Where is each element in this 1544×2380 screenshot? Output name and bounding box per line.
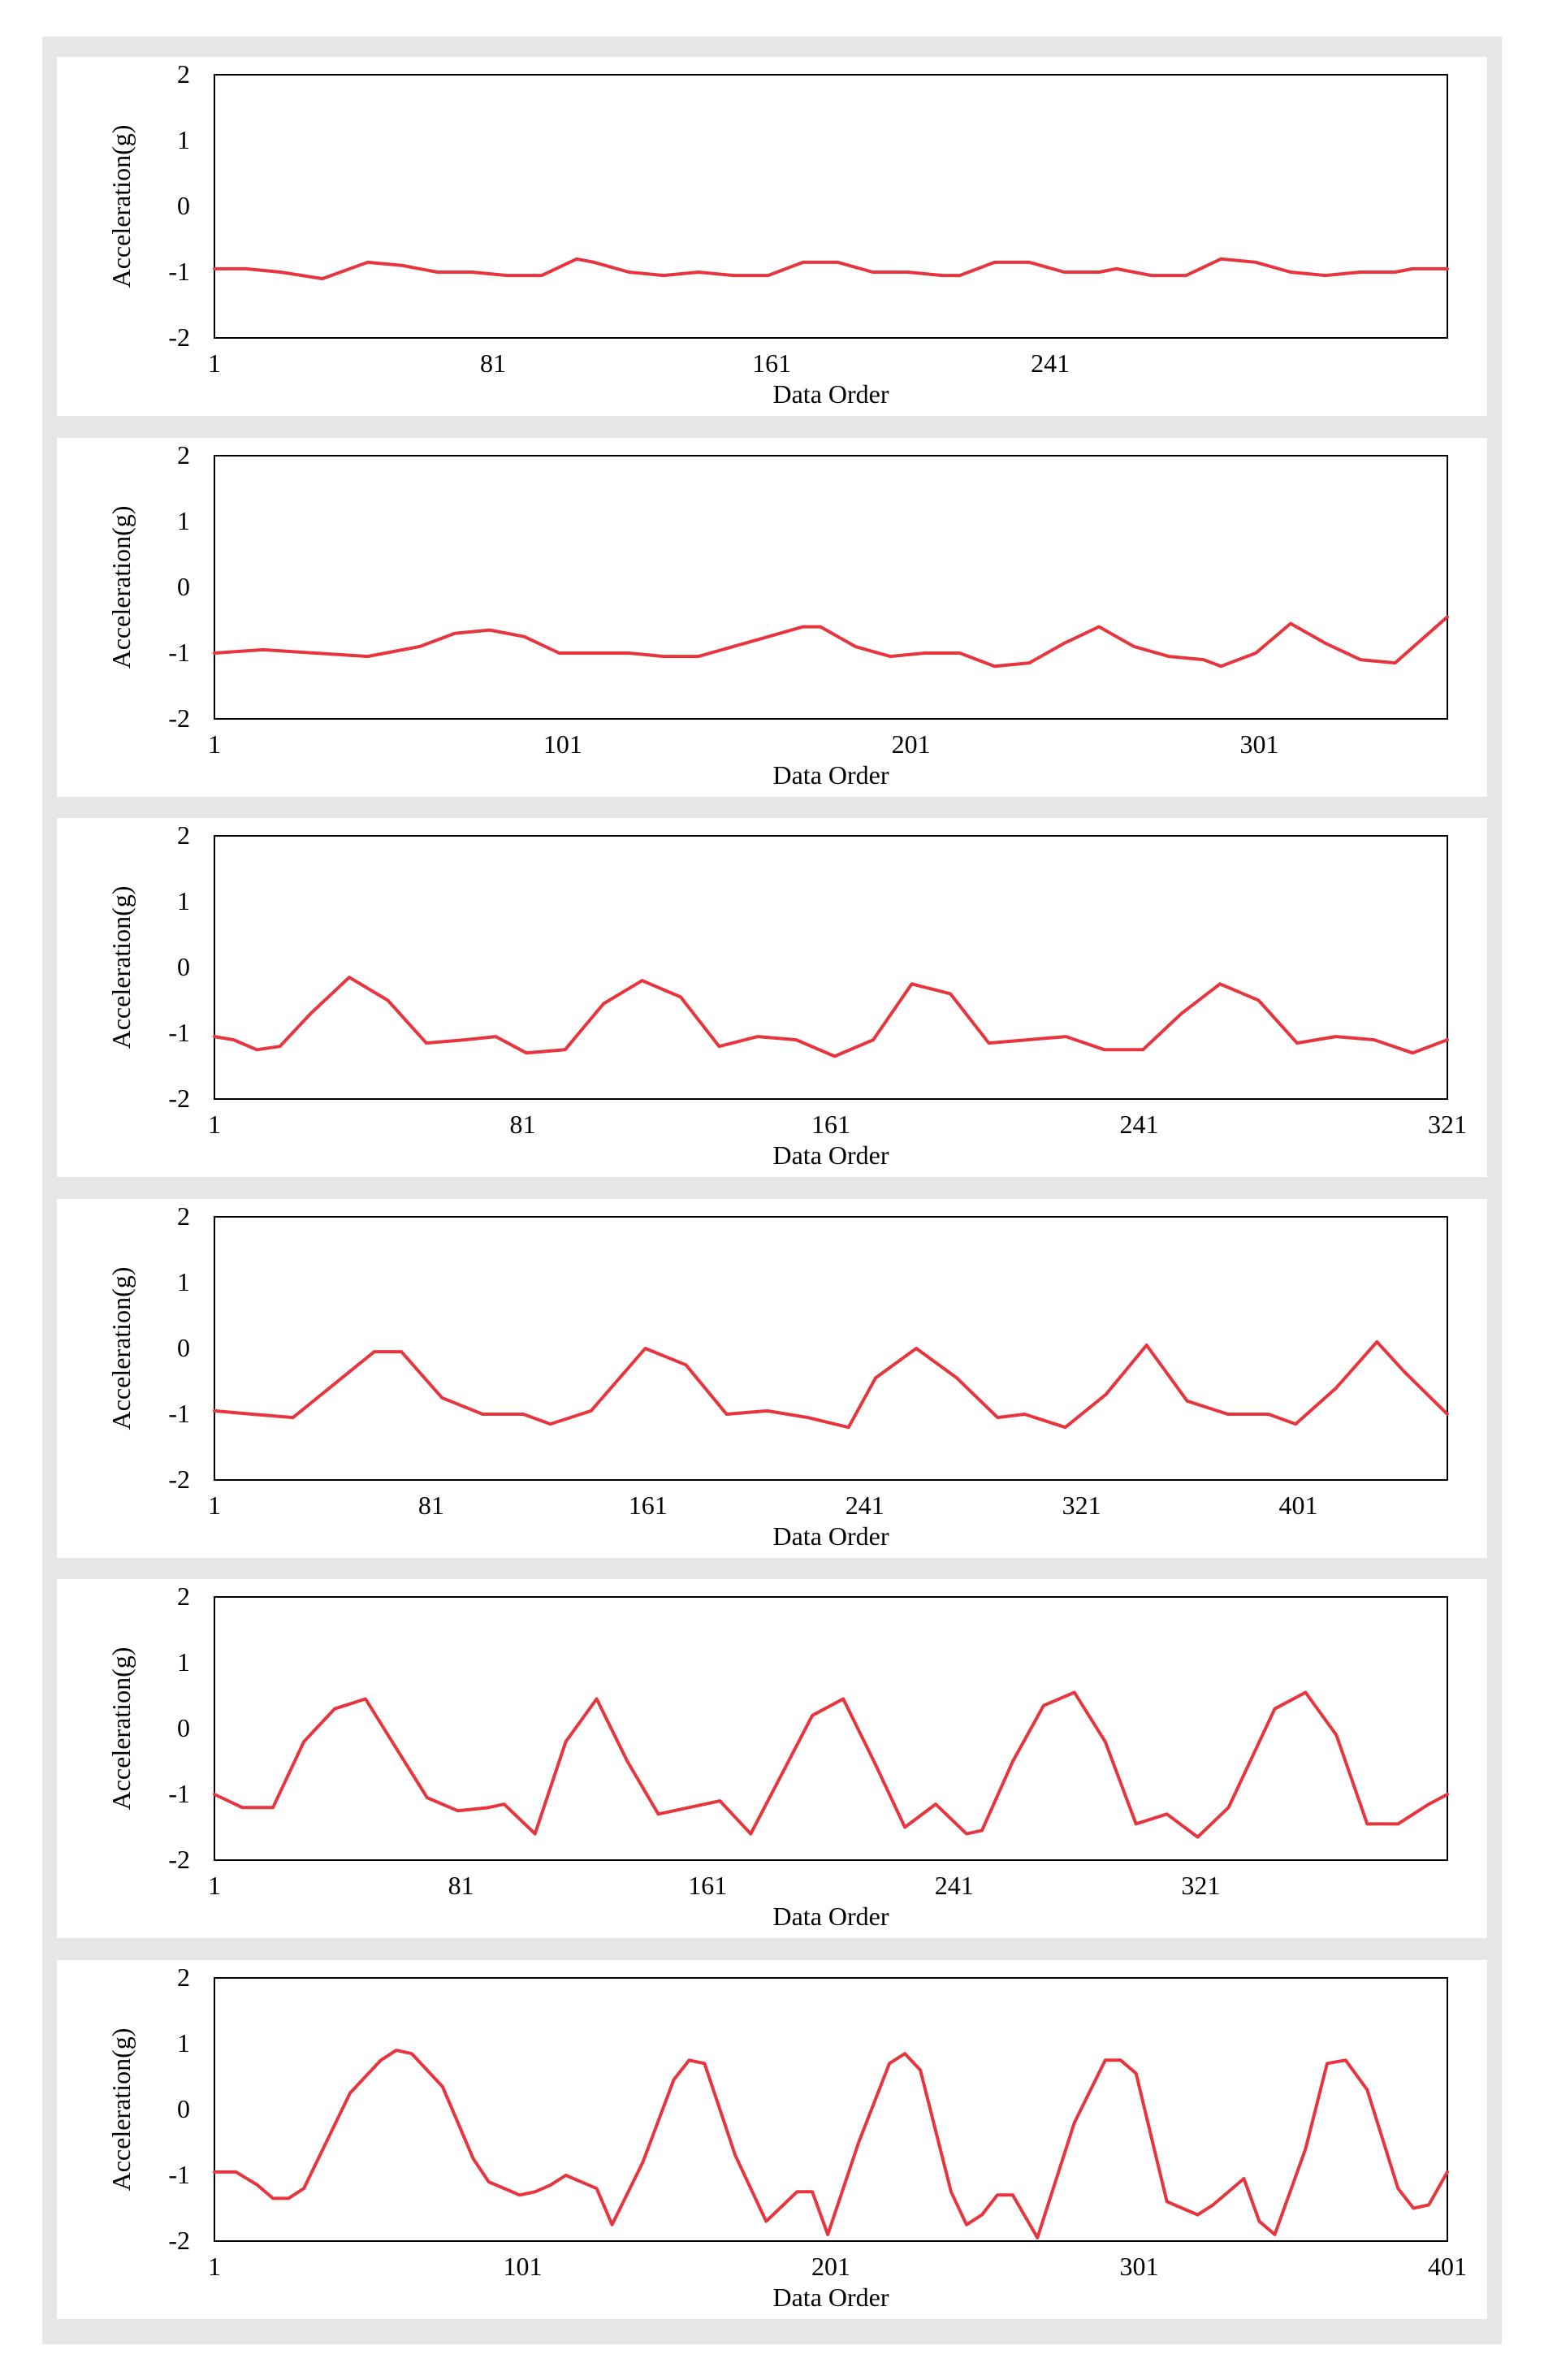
y-tick-label: 1 bbox=[177, 2028, 190, 2058]
y-tick-label: -1 bbox=[168, 257, 190, 286]
plot-area bbox=[214, 1977, 1448, 2242]
y-tick-label: 1 bbox=[177, 886, 190, 915]
chart-panel-2: 2 1 0 -1 -2 1 101 201 301 Data Order Acceleration(… bbox=[57, 438, 1487, 797]
chart-4: 2 1 0 -1 -2 1 81 161 241 321 401 Data Order Accelera… bbox=[106, 1201, 1449, 1551]
plot-area bbox=[214, 835, 1448, 1100]
x-tick-label: 161 bbox=[811, 1110, 850, 1139]
y-tick-label: -1 bbox=[168, 1018, 190, 1047]
x-tick-label: 81 bbox=[480, 348, 506, 378]
acceleration-series-line bbox=[213, 1339, 1449, 1430]
chart-1: 2 1 0 -1 -2 1 81 161 241 Data Order Acceleration(g… bbox=[106, 59, 1449, 409]
x-axis-title: Data Order bbox=[772, 1902, 889, 1931]
y-axis-title: Acceleration(g) bbox=[106, 886, 136, 1049]
y-tick-label: 0 bbox=[177, 1333, 190, 1362]
chart-panel-6: 2 1 0 -1 -2 1 101 201 301 401 Data Order Accelerati… bbox=[57, 1960, 1487, 2319]
x-axis-title: Data Order bbox=[772, 1521, 889, 1551]
x-tick-label: 161 bbox=[688, 1871, 727, 1900]
y-tick-label: -2 bbox=[168, 322, 190, 352]
x-tick-label: 321 bbox=[1428, 1110, 1467, 1139]
y-tick-label: -1 bbox=[168, 638, 190, 667]
x-tick-label: 401 bbox=[1279, 1491, 1318, 1520]
y-tick-label: -1 bbox=[168, 1779, 190, 1808]
plot-area bbox=[214, 1216, 1448, 1481]
y-tick-label: 2 bbox=[177, 1582, 190, 1611]
y-tick-label: -2 bbox=[168, 2226, 190, 2255]
y-axis-title: Acceleration(g) bbox=[106, 2028, 136, 2192]
plot-area bbox=[214, 455, 1448, 720]
x-tick-label: 241 bbox=[846, 1491, 884, 1520]
x-axis-title: Data Order bbox=[772, 1140, 889, 1170]
x-tick-label: 1 bbox=[208, 1110, 221, 1139]
y-tick-label: -1 bbox=[168, 2160, 190, 2189]
x-tick-label: 1 bbox=[208, 1491, 221, 1520]
x-tick-label: 161 bbox=[629, 1491, 668, 1520]
x-tick-label: 401 bbox=[1428, 2252, 1467, 2281]
x-tick-label: 1 bbox=[208, 348, 221, 378]
y-tick-label: 0 bbox=[177, 572, 190, 601]
y-tick-label: 1 bbox=[177, 1647, 190, 1677]
y-axis-title: Acceleration(g) bbox=[106, 125, 136, 288]
y-tick-label: 0 bbox=[177, 2094, 190, 2123]
x-tick-label: 101 bbox=[543, 729, 582, 759]
chart-panel-5: 2 1 0 -1 -2 1 81 161 241 321 Data Order Acceleratio… bbox=[57, 1579, 1487, 1938]
x-tick-label: 81 bbox=[418, 1491, 444, 1520]
y-axis-title: Acceleration(g) bbox=[106, 506, 136, 669]
acceleration-series-line bbox=[213, 257, 1449, 281]
y-tick-label: -2 bbox=[168, 703, 190, 733]
x-tick-label: 1 bbox=[208, 2252, 221, 2281]
y-tick-label: 1 bbox=[177, 506, 190, 535]
plot-area bbox=[214, 74, 1448, 339]
x-tick-label: 201 bbox=[892, 729, 931, 759]
y-tick-label: 2 bbox=[177, 1962, 190, 1992]
x-axis-title: Data Order bbox=[772, 760, 889, 790]
y-axis-title: Acceleration(g) bbox=[106, 1267, 136, 1430]
chart-2: 2 1 0 -1 -2 1 101 201 301 Data Order Acceleration(… bbox=[106, 440, 1449, 790]
x-tick-label: 301 bbox=[1120, 2252, 1159, 2281]
x-tick-label: 241 bbox=[1031, 348, 1070, 378]
x-tick-label: 241 bbox=[935, 1871, 974, 1900]
x-tick-label: 1 bbox=[208, 1871, 221, 1900]
y-tick-label: 1 bbox=[177, 1267, 190, 1296]
y-tick-label: -2 bbox=[168, 1465, 190, 1494]
plot-area bbox=[214, 1596, 1448, 1861]
chart-6: 2 1 0 -1 -2 1 101 201 301 401 Data Order Accelerati… bbox=[106, 1962, 1467, 2312]
y-tick-label: 2 bbox=[177, 59, 190, 89]
y-axis-title: Acceleration(g) bbox=[106, 1647, 136, 1811]
x-tick-label: 201 bbox=[811, 2252, 850, 2281]
y-tick-label: 0 bbox=[177, 952, 190, 981]
x-tick-label: 321 bbox=[1062, 1491, 1101, 1520]
y-tick-label: -2 bbox=[168, 1084, 190, 1113]
acceleration-series-line bbox=[213, 1690, 1449, 1839]
acceleration-series-line bbox=[213, 615, 1449, 669]
chart-5: 2 1 0 -1 -2 1 81 161 241 321 Data Order Acceleratio… bbox=[106, 1582, 1449, 1931]
y-tick-label: -1 bbox=[168, 1399, 190, 1428]
chart-panel-3: 2 1 0 -1 -2 1 81 161 241 321 Data Order Acceleratio… bbox=[57, 818, 1487, 1177]
x-tick-label: 81 bbox=[510, 1110, 536, 1139]
y-tick-label: 2 bbox=[177, 440, 190, 470]
y-tick-label: 2 bbox=[177, 820, 190, 850]
x-tick-label: 101 bbox=[504, 2252, 543, 2281]
acceleration-series-line bbox=[213, 2049, 1449, 2239]
y-tick-label: 1 bbox=[177, 125, 190, 154]
x-tick-label: 81 bbox=[448, 1871, 474, 1900]
x-tick-label: 321 bbox=[1181, 1871, 1220, 1900]
chart-3: 2 1 0 -1 -2 1 81 161 241 321 Data Order Acceleratio… bbox=[106, 820, 1467, 1170]
x-tick-label: 1 bbox=[208, 729, 221, 759]
chart-panel-1: 2 1 0 -1 -2 1 81 161 241 Data Order Acceleration(g… bbox=[57, 57, 1487, 416]
y-tick-label: 2 bbox=[177, 1201, 190, 1231]
x-tick-label: 161 bbox=[752, 348, 791, 378]
x-axis-title: Data Order bbox=[772, 379, 889, 409]
y-tick-label: 0 bbox=[177, 191, 190, 220]
acceleration-series-line bbox=[213, 976, 1449, 1058]
chart-panel-4: 2 1 0 -1 -2 1 81 161 241 321 401 Data Order Accelera… bbox=[57, 1199, 1487, 1558]
x-tick-label: 241 bbox=[1120, 1110, 1159, 1139]
x-tick-label: 301 bbox=[1239, 729, 1278, 759]
x-axis-title: Data Order bbox=[772, 2283, 889, 2312]
figure-frame: 2 1 0 -1 -2 1 81 161 241 Data Order Acceleration(g… bbox=[42, 37, 1502, 2344]
y-tick-label: -2 bbox=[168, 1845, 190, 1874]
y-tick-label: 0 bbox=[177, 1713, 190, 1742]
